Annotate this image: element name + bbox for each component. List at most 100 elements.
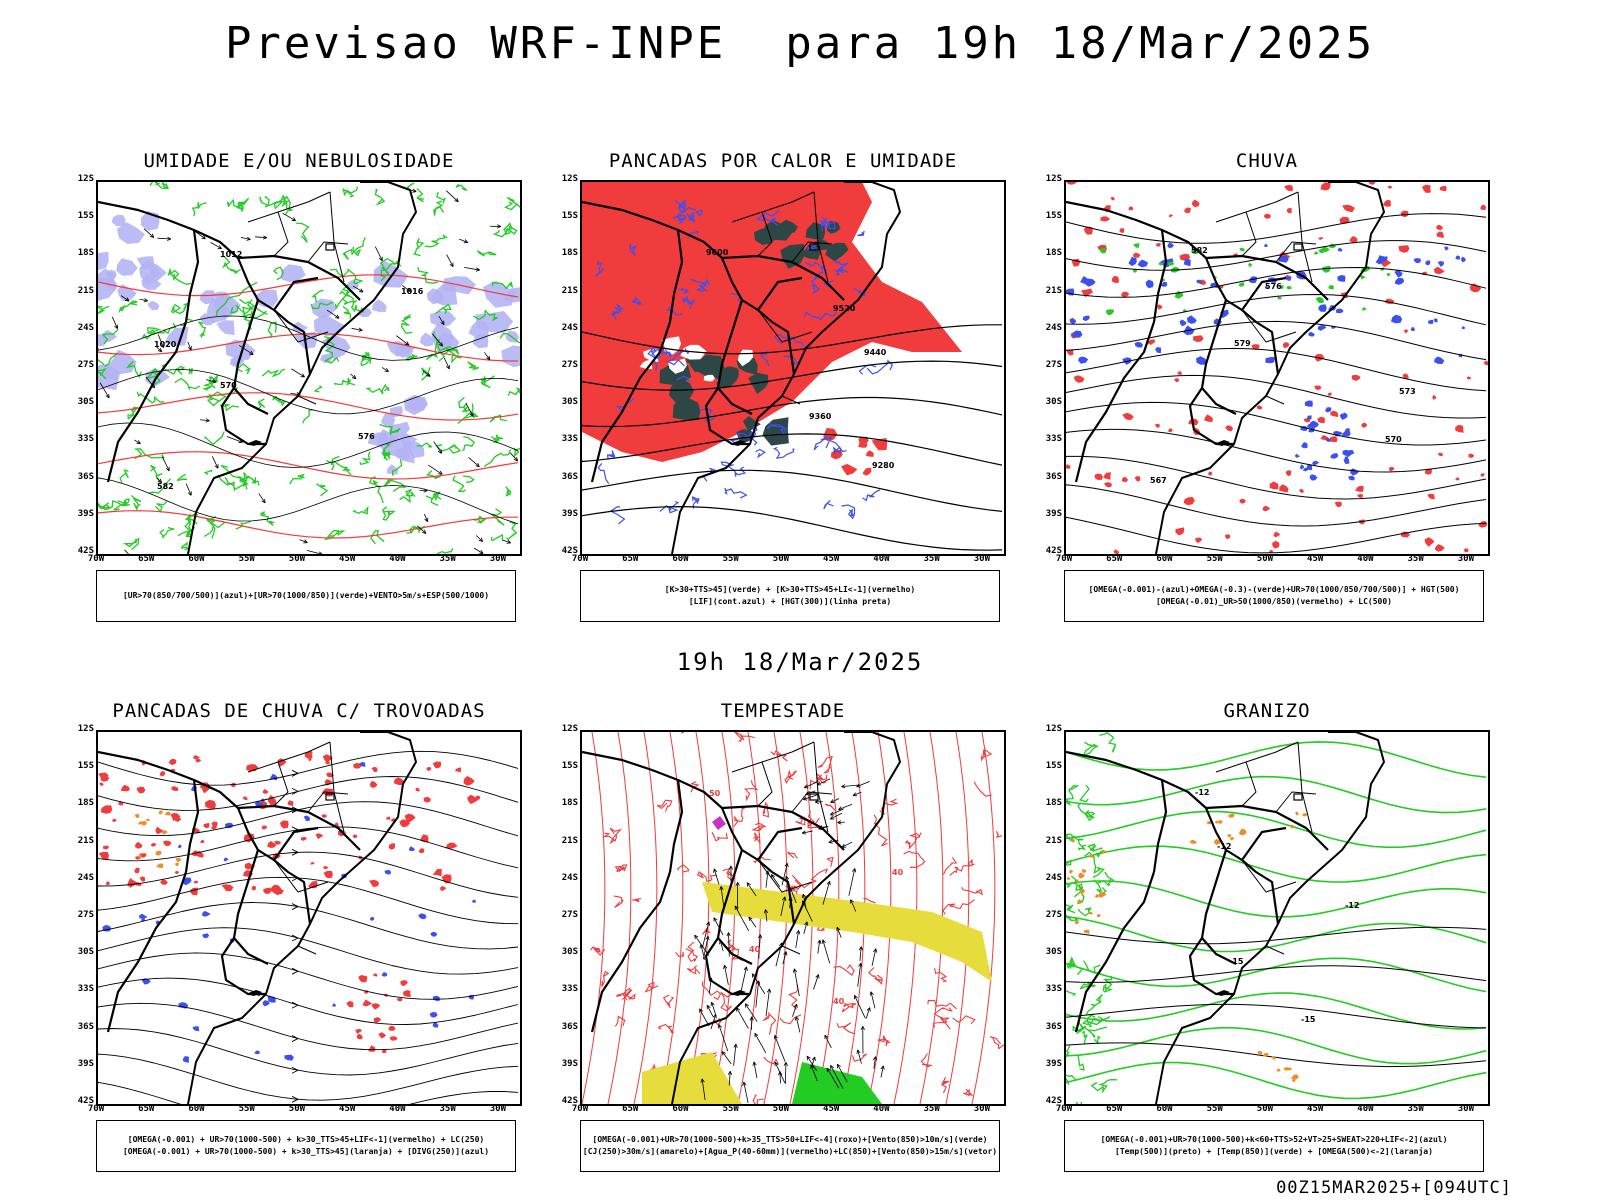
lat-tick-label: 24S (561, 322, 578, 333)
lon-tick-label: 50W (1256, 1104, 1274, 1114)
lon-tick-label: 30W (489, 1104, 507, 1114)
lat-tick-label: 42S (561, 546, 578, 556)
contour-label: -12 (1195, 788, 1209, 797)
lon-tick-label: 30W (973, 1104, 991, 1114)
lat-tick-label: 12S (77, 724, 94, 734)
map-layer: 50 40 40 40 (582, 732, 1004, 1104)
lat-tick-label: 27S (561, 360, 578, 370)
lon-tick-label: 45W (339, 1104, 356, 1114)
lat-tick-label: 15S (77, 211, 94, 222)
lat-tick-label: 39S (561, 508, 578, 519)
lon-tick-label: 35W (1407, 1104, 1424, 1114)
contour-label: 1016 (401, 287, 424, 296)
lon-tick-label: 40W (873, 1104, 890, 1114)
map-canvas: 582 576 579 573 570 567 (1066, 182, 1488, 554)
lon-tick-label: 30W (489, 554, 507, 564)
lat-tick-label: 30S (77, 947, 94, 958)
contour-label: -12 (1345, 901, 1359, 910)
contour-label: 573 (1399, 387, 1416, 396)
lat-tick-label: 39S (1045, 1058, 1062, 1069)
contour-label: 9360 (809, 412, 832, 421)
map-panel-6: GRANIZO 12S 15S 18S 21S 24S 27S 30S 33S 36S 39S 42S… (1032, 700, 1502, 1180)
lon-tick-label: 40W (873, 554, 890, 564)
lat-tick-label: 21S (561, 285, 578, 296)
lon-tick-label: 55W (722, 1104, 739, 1114)
boundaries (98, 732, 417, 1104)
map-canvas: -12-12-12-15-15 (1066, 732, 1487, 1104)
boundaries (1066, 732, 1385, 1104)
map-canvas: 50 40 40 40 (582, 732, 1004, 1104)
lon-tick-label: 55W (1206, 554, 1223, 564)
contour-label: 579 (1234, 339, 1251, 348)
lat-tick-label: 39S (77, 1058, 94, 1069)
map-frame: 582 576 579 573 570 567 (1064, 180, 1490, 556)
panel-legend: [OMEGA(-0.001)+UR>70(1000-500)+k>35_TTS>… (580, 1120, 1000, 1172)
contour-label: 570 (220, 381, 237, 390)
boundaries (582, 182, 901, 554)
lon-tick-label: 35W (439, 1104, 456, 1114)
lon-tick-label: 60W (1156, 1104, 1173, 1114)
legend-line: [OMEGA(-0.001)-(azul)+OMEGA(-0.3)-(verde… (1088, 585, 1460, 594)
map-frame: 1012 1016 1020 570 576 582 (96, 180, 522, 556)
lon-tick-label: 45W (823, 1104, 840, 1114)
lon-tick-label: 60W (188, 554, 205, 564)
panel-legend: [K>30+TTS>45](verde) + [K>30+TTS>45+LI<-… (580, 570, 1000, 622)
lon-tick-label: 65W (1106, 554, 1123, 564)
lat-tick-label: 42S (77, 1096, 94, 1106)
lat-tick-label: 33S (77, 434, 94, 445)
lon-tick-label: 70W (1055, 1104, 1073, 1114)
lat-tick-label: 42S (77, 546, 94, 556)
lon-tick-label: 60W (188, 1104, 205, 1114)
contour-label: 9520 (833, 304, 856, 313)
lat-tick-label: 36S (77, 471, 94, 482)
contour-label: 582 (157, 482, 174, 491)
lat-tick-label: 33S (77, 984, 94, 995)
panel-legend: [OMEGA(-0.001)-(azul)+OMEGA(-0.3)-(verde… (1064, 570, 1484, 622)
lat-tick-label: 42S (561, 1096, 578, 1106)
contour-label: 567 (1150, 476, 1167, 485)
lat-tick-label: 15S (77, 761, 94, 772)
legend-line: [Temp(500)](preto) + [Temp(850)](verde) … (1115, 1147, 1433, 1156)
legend-line: [OMEGA(-0.001) + UR>70(1000-500) + k>30_… (127, 1135, 485, 1144)
lon-tick-label: 45W (823, 554, 840, 564)
contour-label: 1012 (220, 250, 242, 259)
lat-tick-label: 12S (561, 174, 578, 184)
legend-line: [K>30+TTS>45](verde) + [K>30+TTS>45+LI<-… (664, 585, 916, 594)
lon-tick-label: 45W (1307, 554, 1324, 564)
valid-time-title: 19h 18/Mar/2025 (676, 648, 924, 676)
run-stamp: 00Z15MAR2025+[094UTC] (1276, 1178, 1512, 1198)
main-title: Previsao WRF-INPE para 19h 18/Mar/2025 (224, 18, 1376, 69)
lat-tick-label: 30S (77, 397, 94, 408)
lat-tick-label: 27S (561, 910, 578, 920)
lat-tick-label: 21S (1045, 285, 1062, 296)
lat-tick-label: 18S (561, 248, 578, 259)
contour-label: 40 (833, 997, 845, 1006)
panel-legend: [UR>70(850/700/500)](azul)+[UR>70(1000/8… (96, 570, 516, 622)
lon-tick-label: 45W (1307, 1104, 1324, 1114)
map-canvas (98, 732, 519, 1104)
lat-tick-label: 30S (561, 947, 578, 958)
lon-tick-label: 70W (87, 1104, 105, 1114)
lat-tick-label: 12S (1045, 724, 1062, 734)
contour-label: 1020 (154, 340, 177, 349)
lat-tick-label: 24S (77, 322, 94, 333)
lat-tick-label: 18S (1045, 248, 1062, 259)
lon-tick-label: 70W (1055, 554, 1073, 564)
lat-tick-label: 36S (1045, 1021, 1062, 1032)
lat-tick-label: 33S (561, 984, 578, 995)
lat-tick-label: 12S (77, 174, 94, 184)
lat-tick-label: 27S (77, 910, 94, 920)
map-layer: -12-12-12-15-15 (1066, 732, 1487, 1104)
lon-tick-label: 70W (571, 1104, 589, 1114)
lon-tick-label: 35W (439, 554, 456, 564)
contour-label: -15 (1229, 957, 1244, 966)
lat-tick-label: 15S (561, 211, 578, 222)
lon-tick-label: 50W (288, 554, 306, 564)
lon-tick-label: 30W (1457, 1104, 1475, 1114)
map-panel-5: TEMPESTADE 12S 15S 18S 21S 24S 27S 30S 33S 36S 39S… (548, 700, 1018, 1180)
lat-tick-label: 21S (77, 285, 94, 296)
lon-tick-label: 40W (389, 554, 406, 564)
lat-tick-label: 18S (561, 798, 578, 809)
legend-line: [OMEGA(-0.001) + UR>70(1000-500) + k>30_… (122, 1147, 490, 1156)
lat-tick-label: 36S (77, 1021, 94, 1032)
